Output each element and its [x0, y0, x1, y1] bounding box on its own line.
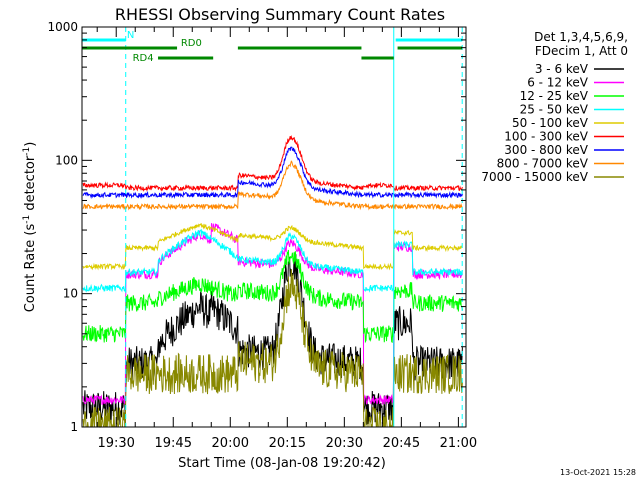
series-line-5	[82, 134, 463, 193]
x-tick-label: 20:15	[269, 436, 306, 451]
series-line-4	[82, 223, 463, 271]
y-axis-label-end: )	[23, 142, 38, 147]
series-line-2	[82, 249, 463, 344]
x-tick-label: 20:00	[212, 436, 249, 451]
x-tick-label: 19:30	[97, 436, 134, 451]
annotation-layer: N RD0 RD4	[82, 27, 463, 427]
x-tick-label: 19:45	[155, 436, 192, 451]
y-tick-label: 100	[55, 153, 78, 167]
legend-label-0: 3 - 6 keV	[535, 62, 589, 76]
y-tick-label: 1	[70, 420, 78, 434]
y-axis-label-sup1: -1	[22, 215, 32, 224]
x-axis: 19:30 19:45 20:00 20:15 20:30 20:45 21:00	[96, 27, 477, 451]
x-tick-label: 20:30	[326, 436, 363, 451]
plot-frame	[81, 26, 467, 428]
series-line-6	[82, 146, 463, 199]
flag-label-rd0: RD0	[181, 38, 202, 49]
legend-label-5: 100 - 300 keV	[504, 130, 588, 144]
y-axis-label-sup2: -1	[22, 147, 32, 156]
legend-label-4: 50 - 100 keV	[512, 116, 589, 130]
flag-label-rd4: RD4	[133, 53, 154, 64]
y-axis-label: Count Rate (s-1 detector-1)	[22, 142, 38, 313]
legend: Det 1,3,4,5,6,9, FDecim 1, Att 0 3 - 6 k…	[481, 30, 628, 184]
legend-label-1: 6 - 12 keV	[527, 76, 589, 90]
legend-header-line2: FDecim 1, Att 0	[535, 44, 628, 58]
x-tick-label: 20:45	[383, 436, 420, 451]
y-axis: 1 10 100 1000	[47, 20, 466, 434]
series-line-7	[82, 160, 463, 211]
y-tick-label: 10	[63, 287, 78, 301]
x-axis-label: Start Time (08-Jan-08 19:20:42)	[178, 456, 386, 471]
series-layer	[82, 134, 463, 429]
series-line-3	[82, 228, 463, 293]
legend-label-6: 300 - 800 keV	[504, 143, 588, 157]
legend-label-3: 25 - 50 keV	[520, 103, 589, 117]
y-axis-label-main: Count Rate (s	[23, 224, 38, 313]
legend-header-line1: Det 1,3,4,5,6,9,	[534, 30, 628, 44]
legend-label-8: 7000 - 15000 keV	[481, 170, 588, 184]
x-tick-label: 21:00	[440, 436, 477, 451]
y-axis-label-mid: detector	[23, 155, 38, 215]
series-line-8	[82, 269, 463, 429]
y-tick-label: 1000	[47, 20, 78, 34]
chart-title: RHESSI Observing Summary Count Rates	[115, 5, 445, 24]
legend-label-2: 12 - 25 keV	[520, 89, 589, 103]
footer-date: 13-Oct-2021 15:28	[560, 468, 636, 477]
flag-label-n: N	[127, 30, 134, 41]
legend-label-7: 800 - 7000 keV	[497, 157, 589, 171]
